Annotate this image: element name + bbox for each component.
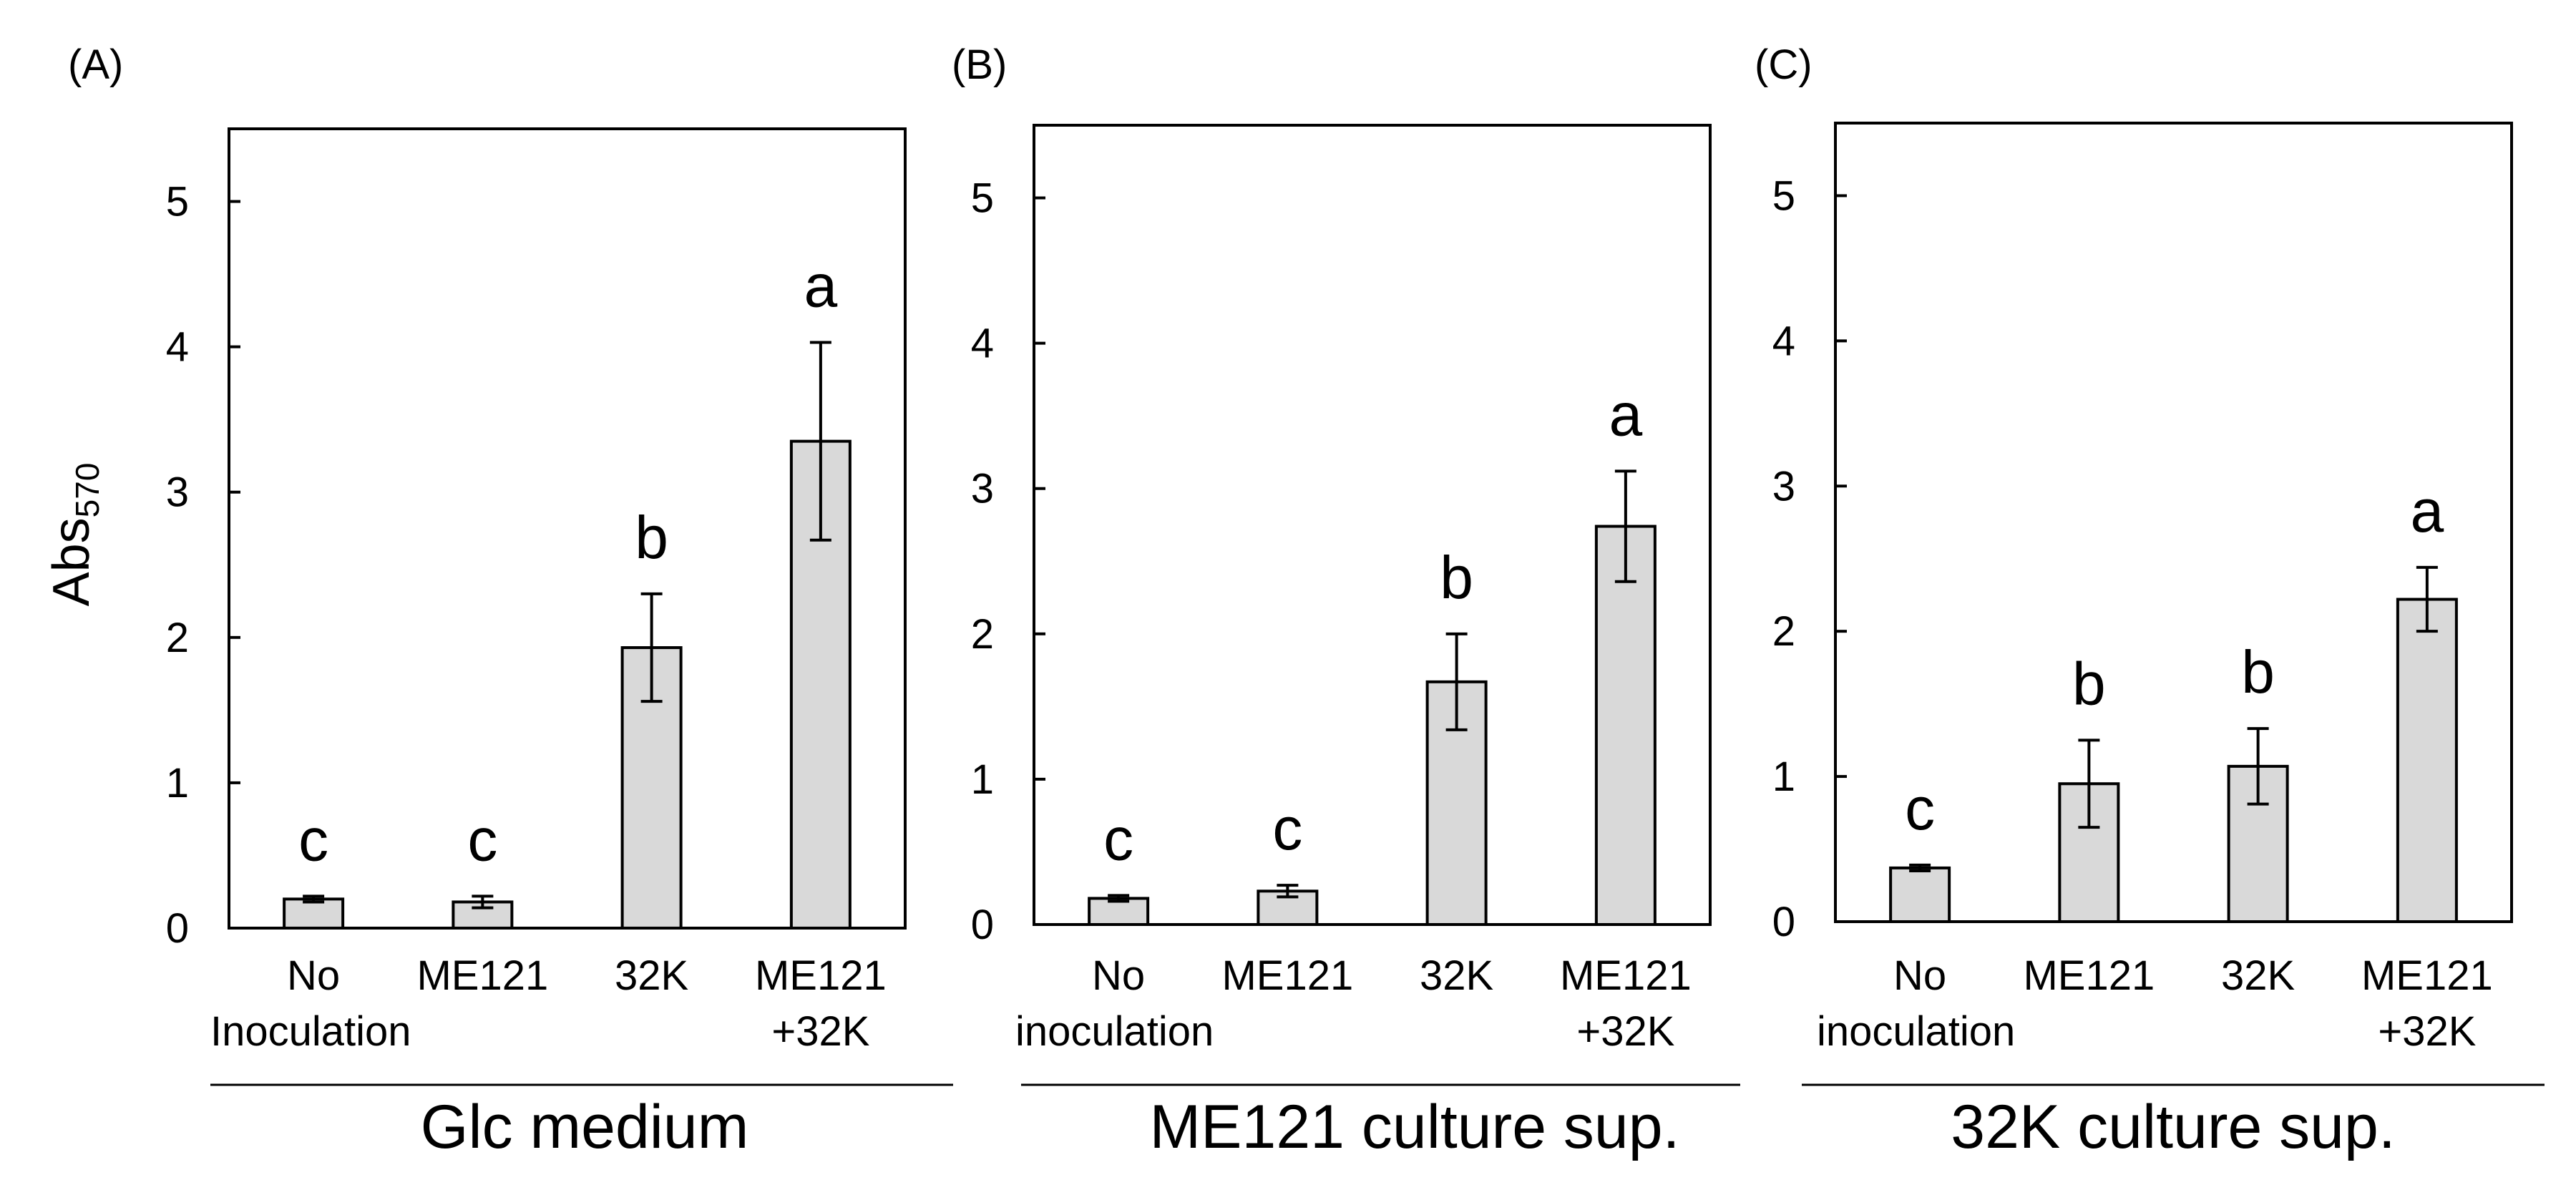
y-tick-label: 2 [971,611,994,658]
panel-label: (B) [952,42,1007,88]
group-label: ME121 culture sup. [1150,1093,1680,1161]
significance-letter: c [1905,775,1935,842]
significance-letter: c [298,806,328,873]
significance-letter: a [804,253,838,320]
significance-letter: b [2241,638,2275,706]
chart-panel-1: (A) 0 1 2 3 4 5 c No Inoculation c ME121 b 32K a ME121 +… [68,42,953,1161]
error-bar [809,341,831,542]
y-tick-label: 5 [971,175,994,222]
significance-letter: a [1609,381,1643,448]
significance-letter: b [1440,544,1473,611]
group-label: Glc medium [421,1093,749,1161]
panel-label: (A) [68,42,123,88]
significance-letter: c [1103,805,1133,872]
error-bar [2247,727,2269,806]
y-tick-label: 0 [971,902,994,948]
y-tick-label: 5 [1772,172,1795,219]
bar [1594,525,1657,926]
bar [2396,598,2458,923]
y-axis-label: Abs570 [43,463,106,607]
category-label: ME121 [1221,952,1353,999]
plot-frame [1834,122,2513,923]
category-label: Inoculation [210,1008,411,1055]
category-label: ME121 [416,952,548,999]
error-bar [2078,738,2100,829]
category-label: ME121 [755,952,887,999]
category-label: inoculation [1015,1008,1214,1055]
category-label: No [287,952,340,999]
error-bar [1445,632,1468,731]
y-tick-label: 1 [1772,754,1795,800]
error-bar [1614,469,1636,583]
error-bar [640,592,663,703]
chart-panels: (A) 0 1 2 3 4 5 c No Inoculation c ME121 b 32K a ME121 +… [68,42,2545,1161]
y-tick-label: 5 [166,179,189,225]
bar [2227,764,2289,924]
plot-frame [1033,124,1712,926]
significance-letter: b [2072,650,2106,717]
y-tick-label: 0 [1772,899,1795,945]
error-bar [1277,884,1299,899]
panel-label: (C) [1755,42,1813,88]
y-tick-label: 1 [971,756,994,803]
significance-letter: a [2411,477,2444,545]
y-tick-label: 3 [166,469,189,516]
category-label: No [1893,952,1946,999]
y-tick-label: 1 [166,760,189,806]
y-tick-label: 3 [1772,463,1795,509]
category-label: 32K [615,952,689,999]
significance-letter: b [635,504,668,571]
y-tick-label: 0 [166,905,189,952]
y-tick-label: 2 [1772,608,1795,655]
category-label: +32K [2378,1008,2476,1055]
category-label: 32K [1420,952,1494,999]
chart-panel-3: (C) 0 1 2 3 4 5 c No inoculation b ME121 b 32K a ME121 +… [1755,42,2545,1161]
plot-frame [228,127,907,930]
y-axis-label-main: Abs [43,517,100,606]
bar [1889,866,1951,923]
y-axis-label-subscript: 570 [69,463,106,518]
error-bar [2416,565,2438,633]
error-bar [472,894,494,910]
y-tick-label: 2 [166,615,189,661]
significance-letter: c [1272,795,1302,862]
y-tick-label: 4 [1772,318,1795,364]
group-label: 32K culture sup. [1951,1093,2395,1161]
category-label: +32K [1576,1008,1674,1055]
bar [283,897,345,930]
category-label: ME121 [1560,952,1692,999]
category-label: ME121 [2023,952,2155,999]
error-bar [303,894,325,904]
y-tick-label: 4 [166,324,189,371]
category-label: 32K [2221,952,2296,999]
category-label: ME121 [2361,952,2493,999]
error-bar [1108,894,1130,903]
category-label: +32K [771,1008,869,1055]
significance-letter: c [467,806,497,873]
error-bar [1909,863,1931,872]
category-label: No [1092,952,1145,999]
chart-panel-2: (B) 0 1 2 3 4 5 c No inoculation c ME121 b 32K a ME121 +… [952,42,1740,1161]
category-label: inoculation [1817,1008,2015,1055]
y-tick-label: 3 [971,466,994,512]
y-tick-label: 4 [971,321,994,367]
